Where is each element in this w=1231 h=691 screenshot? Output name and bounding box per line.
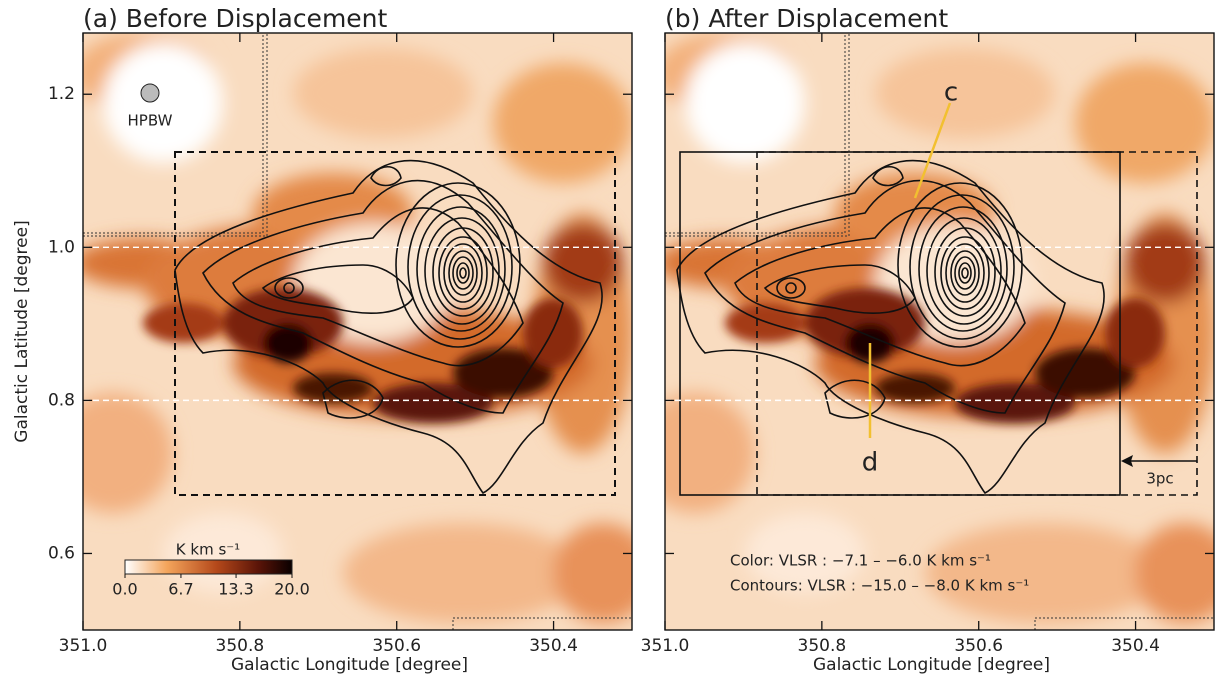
- coverage-edge: [1034, 617, 1214, 630]
- x-tick-label: 350.4: [1111, 636, 1160, 656]
- x-tick-label: 350.6: [954, 636, 1003, 656]
- beam: [140, 83, 160, 103]
- colorbar-tick-label: 0.0: [112, 580, 137, 599]
- arrow-head: [1121, 455, 1133, 467]
- frame: [664, 32, 1215, 631]
- region-box: [174, 151, 616, 496]
- annotation: 3pc: [1146, 470, 1173, 488]
- x-axis-label: Galactic Longitude [degree]: [813, 655, 1050, 675]
- coverage-edge: [452, 617, 632, 630]
- coverage-edge: [83, 33, 268, 237]
- annotation: c: [944, 78, 958, 108]
- x-tick-label: 350.4: [529, 636, 578, 656]
- x-tick-label: 350.6: [372, 636, 421, 656]
- x-tick-label: 351.0: [59, 636, 108, 656]
- colorbar-tick-label: 20.0: [274, 580, 310, 599]
- y-tick-label: 1.2: [48, 84, 75, 104]
- intensity-map: [635, 33, 1231, 630]
- annotation: Color: VLSR : −7.1 – −6.0 K km s⁻¹: [730, 552, 991, 570]
- colorbar: [124, 559, 293, 575]
- y-tick-label: 0.8: [48, 390, 75, 410]
- colorbar-label: K km s⁻¹: [176, 541, 240, 559]
- x-tick-label: 351.0: [641, 636, 690, 656]
- pointer-c: [913, 102, 952, 199]
- y-tick-label: 1.0: [48, 237, 75, 257]
- panel-title: (b) After Displacement: [665, 4, 948, 33]
- colorbar-tick-label: 6.7: [168, 580, 193, 599]
- frame: [82, 32, 633, 631]
- annotation: Contours: VLSR : −15.0 – −8.0 K km s⁻¹: [730, 577, 1029, 595]
- panel-b: 351.0 350.8 350.6 350.4 c d 3pc Color: VLSR : −…: [635, 32, 1231, 656]
- colorbar-tick-label: 13.3: [218, 580, 254, 599]
- displaced-box: [679, 151, 1121, 496]
- y-axis-label: Galactic Latitude [degree]: [12, 220, 32, 442]
- annotation: HPBW: [128, 112, 173, 130]
- annotation: d: [862, 448, 879, 478]
- panel-title: (a) Before Displacement: [83, 4, 388, 33]
- y-tick-label: 0.6: [48, 543, 75, 563]
- x-axis-label: Galactic Longitude [degree]: [231, 655, 468, 675]
- x-tick-label: 350.8: [798, 636, 847, 656]
- panel-a: 351.0 350.8 350.6 350.4 0.6 0.8 1.0 1.2 HPBW K km…: [48, 32, 633, 656]
- x-tick-label: 350.8: [216, 636, 265, 656]
